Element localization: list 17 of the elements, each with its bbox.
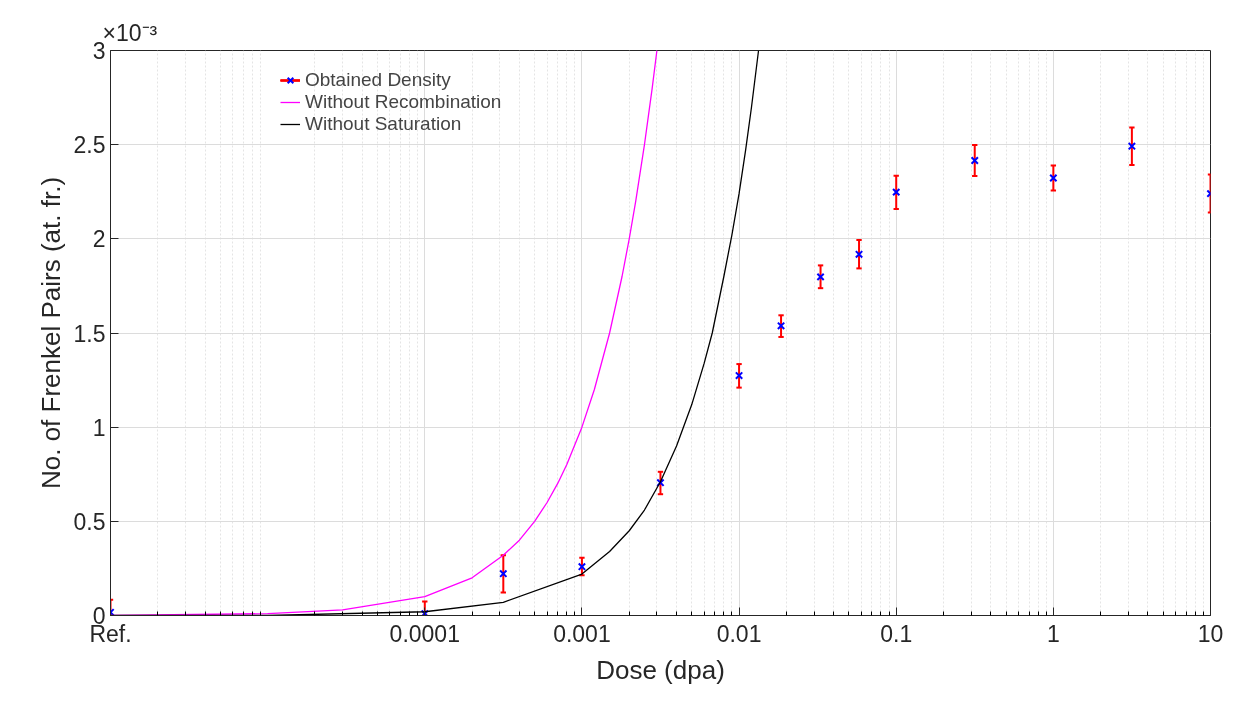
y-tick-label: 2: [92, 226, 106, 253]
x-tick-label: 1: [1046, 620, 1060, 647]
legend-label: Without Saturation: [305, 113, 462, 135]
x-tick-label: 0.0001: [389, 620, 460, 647]
x-tick-label: 0.01: [716, 620, 762, 647]
y-tick-label: 0.5: [73, 508, 106, 535]
y-tick-label: 1.5: [73, 320, 106, 347]
y-tick-label: 3: [92, 38, 106, 64]
x-tick-label: 0.001: [553, 620, 611, 647]
y-tick-label: 2.5: [73, 132, 106, 159]
legend-label: Obtained Density: [305, 69, 451, 91]
x-axis-title: Dose (dpa): [596, 654, 725, 685]
y-axis-title: No. of Frenkel Pairs (at. fr.): [35, 176, 66, 490]
legend-label: Without Recombination: [305, 91, 502, 113]
x-tick-label: 0.1: [880, 620, 913, 647]
y-tick-label: 1: [92, 414, 106, 441]
x-tick-label: 10: [1197, 620, 1224, 647]
